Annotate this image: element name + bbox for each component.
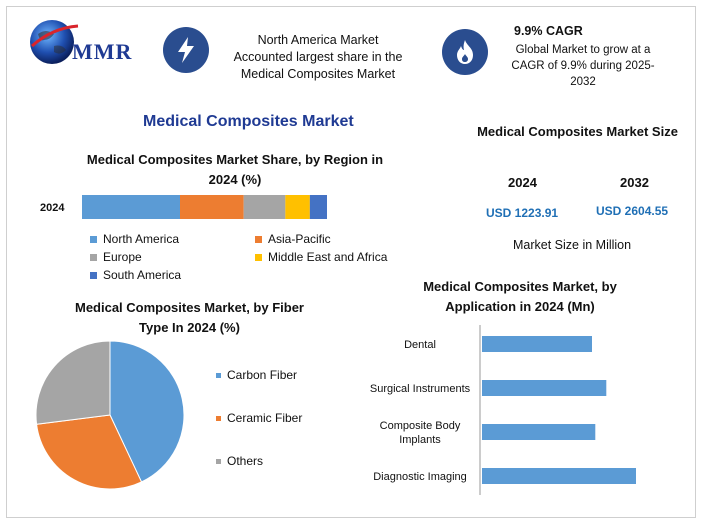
- legend-north-america: North America: [90, 232, 179, 246]
- legend-swatch: [255, 253, 262, 261]
- bar-segment-asia-pacific: [180, 195, 244, 219]
- bar-segment-south-america: [309, 195, 327, 219]
- legend-swatch: [216, 372, 221, 378]
- category-label: Diagnostic Imaging: [373, 471, 467, 483]
- bar-segment-north-america: [82, 195, 180, 219]
- category-label: Surgical Instruments: [370, 383, 471, 395]
- market-size-note: Market Size in Million: [513, 238, 632, 252]
- legend-swatch: [216, 415, 221, 421]
- pie-slice-ceramic-fiber: [36, 414, 143, 490]
- cagr-description: Global Market to grow at a CAGR of 9.9% …: [511, 44, 655, 88]
- legend-swatch: [90, 235, 97, 243]
- legend-swatch: [90, 271, 97, 279]
- page-title: Medical Composites Market: [143, 113, 354, 130]
- globe-logo-icon: [28, 16, 80, 68]
- application-chart-title: Medical Composites Market, by Applicatio…: [423, 279, 617, 314]
- region-share-text: North America Market Accounted largest s…: [233, 33, 403, 81]
- legend-others: Others: [216, 454, 263, 468]
- legend-ceramic-fiber: Ceramic Fiber: [216, 411, 302, 425]
- bar-segment-middle-east-and-africa: [285, 195, 310, 219]
- flame-icon: [442, 29, 488, 75]
- market-size-value-2024: USD 1223.91: [486, 206, 559, 220]
- category-label: Composite Body Implants: [380, 420, 461, 446]
- bar-composite-body-implants: [482, 424, 596, 440]
- region-stacked-bar-chart: 2024: [40, 195, 327, 219]
- category-label: 2024: [40, 202, 65, 214]
- pie-slice-others: [35, 340, 111, 425]
- fiber-chart-title: Medical Composites Market, by Fiber Type…: [74, 300, 304, 335]
- legend-swatch: [216, 458, 221, 464]
- bar-surgical-instruments: [482, 380, 607, 396]
- bar-segment-europe: [243, 195, 286, 219]
- market-size-value-2032: USD 2604.55: [596, 204, 669, 218]
- legend-carbon-fiber: Carbon Fiber: [216, 368, 297, 382]
- lightning-icon: [163, 27, 209, 73]
- legend-south-america: South America: [90, 268, 181, 282]
- region-chart-title: Medical Composites Market Share, by Regi…: [86, 152, 384, 187]
- legend-swatch: [255, 235, 262, 243]
- legend-middle-east-africa: Middle East and Africa: [255, 250, 387, 264]
- market-size-year-2032: 2032: [620, 175, 649, 190]
- legend-europe: Europe: [90, 250, 142, 264]
- market-size-title: Medical Composites Market Size: [477, 124, 678, 139]
- market-size-year-2024: 2024: [508, 175, 537, 190]
- category-label: Dental: [404, 339, 436, 351]
- bar-diagnostic-imaging: [482, 468, 636, 484]
- pie-slice-carbon-fiber: [109, 340, 185, 483]
- legend-asia-pacific: Asia-Pacific: [255, 232, 331, 246]
- brand-logo-text: MMR: [72, 39, 133, 64]
- fiber-pie-chart: [35, 340, 185, 490]
- cagr-title: 9.9% CAGR: [514, 24, 583, 38]
- bar-dental: [482, 336, 592, 352]
- application-bar-chart: Dental Surgical Instruments Composite Body…: [370, 325, 636, 495]
- legend-swatch: [90, 253, 97, 261]
